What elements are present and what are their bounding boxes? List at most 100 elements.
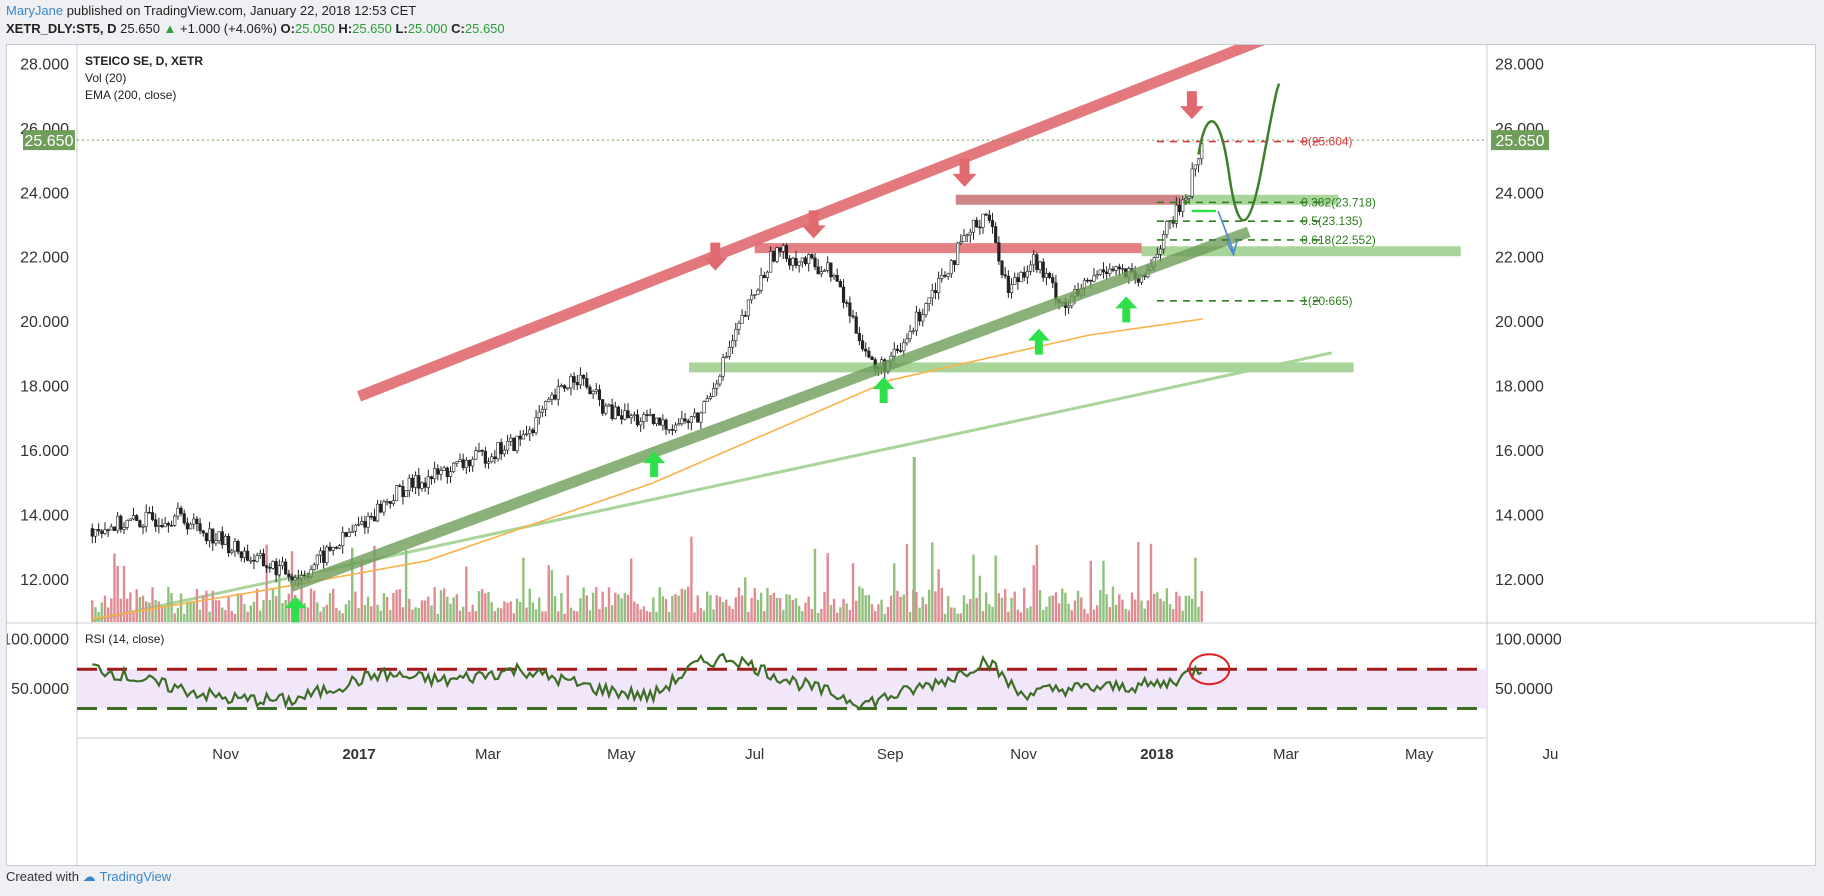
candle-body xyxy=(521,434,525,440)
volume-bar xyxy=(373,545,376,622)
candle-body xyxy=(217,531,221,541)
candle-body xyxy=(1028,264,1033,272)
candle-body xyxy=(642,414,646,422)
candle-body xyxy=(290,576,294,581)
volume-bar xyxy=(284,599,287,622)
author-link[interactable]: MaryJane xyxy=(6,3,64,18)
candle-body xyxy=(892,348,896,357)
up-arrow-icon xyxy=(872,377,895,404)
price-chart[interactable]: 12.000 12.000 14.000 14.000 16.000 16.000 18.0… xyxy=(7,45,1817,867)
candle-body xyxy=(623,410,627,420)
candle-body xyxy=(670,428,674,431)
volume-bar xyxy=(493,611,497,622)
candle-body xyxy=(414,475,418,488)
candle-body xyxy=(908,331,912,340)
volume-bar xyxy=(851,563,855,622)
candle-body xyxy=(1158,248,1163,255)
volume-bar xyxy=(363,605,367,622)
candle-body xyxy=(990,220,995,227)
volume-bar xyxy=(658,587,661,622)
candle-body xyxy=(125,520,129,528)
high-label: H: xyxy=(338,21,353,36)
up-arrow-icon xyxy=(1027,328,1050,355)
candle-body xyxy=(223,536,228,545)
candle-body xyxy=(946,273,950,277)
candle-body xyxy=(106,529,110,532)
volume-bar xyxy=(839,607,842,622)
volume-bar xyxy=(221,607,224,622)
volume-bar xyxy=(1038,590,1042,622)
volume-bar xyxy=(208,611,211,622)
rsi-band xyxy=(77,669,1487,709)
volume-bar xyxy=(1054,592,1058,622)
candle-body xyxy=(382,501,386,513)
volume-bar xyxy=(192,600,195,622)
volume-bar xyxy=(160,607,164,622)
volume-bar xyxy=(1092,609,1096,622)
volume-bar xyxy=(474,611,478,622)
volume-bar xyxy=(351,547,354,622)
volume-bar xyxy=(183,613,186,622)
candle-body xyxy=(496,442,500,460)
candle-body xyxy=(575,382,579,386)
candle-body xyxy=(477,450,481,452)
candle-body xyxy=(410,477,415,488)
volume-bar xyxy=(214,600,218,622)
volume-bar xyxy=(747,612,750,622)
price-tick-label-right: 20.000 xyxy=(1495,314,1544,331)
rsi-tick-label-right: 100.0000 xyxy=(1495,632,1562,649)
price-tick-label-right: 18.000 xyxy=(1495,379,1544,396)
tradingview-link[interactable]: TradingView xyxy=(99,869,172,884)
volume-bar xyxy=(116,565,119,622)
candle-body xyxy=(800,257,804,263)
volume-bar xyxy=(262,600,265,622)
candle-body xyxy=(822,270,827,272)
volume-bar xyxy=(810,609,814,622)
volume-bar xyxy=(515,598,519,622)
volume-bar xyxy=(309,588,313,622)
volume-bar xyxy=(1010,597,1013,622)
volume-bar xyxy=(328,593,332,622)
chart-frame[interactable]: 12.000 12.000 14.000 14.000 16.000 16.000 18.0… xyxy=(6,44,1817,867)
candle-body xyxy=(236,541,240,553)
candle-body xyxy=(154,519,158,527)
volume-bar xyxy=(816,613,820,622)
candle-body xyxy=(182,513,186,524)
fib-level-label: 0.618(22.552) xyxy=(1301,233,1376,247)
volume-bar xyxy=(1175,591,1178,622)
candle-body xyxy=(734,328,738,342)
volume-bar xyxy=(303,603,306,622)
volume-bar xyxy=(835,612,839,622)
volume-bar xyxy=(189,601,192,622)
volume-bar xyxy=(557,611,560,622)
volume-bar xyxy=(896,590,899,622)
volume-bar xyxy=(366,596,370,622)
volume-bar xyxy=(943,613,947,622)
volume-bar xyxy=(534,609,538,622)
candle-body xyxy=(1000,260,1004,276)
low-label: L: xyxy=(395,21,408,36)
volume-bar xyxy=(417,607,420,622)
volume-bar xyxy=(731,608,734,622)
volume-bar xyxy=(861,588,864,622)
candle-body xyxy=(864,348,868,352)
candle-body xyxy=(562,385,567,389)
price-tick-label-left: 18.000 xyxy=(20,379,69,396)
volume-bar xyxy=(1121,599,1124,622)
candle-body xyxy=(195,518,199,524)
volume-bar xyxy=(778,598,782,622)
time-tick-label: Ju xyxy=(1542,746,1558,763)
candle-body xyxy=(572,376,576,383)
candle-body xyxy=(860,340,865,350)
candle-body xyxy=(334,546,338,549)
volume-bar xyxy=(379,610,382,622)
candle-body xyxy=(493,456,497,460)
candle-body xyxy=(1086,279,1090,282)
volume-bar xyxy=(138,597,142,622)
volume-bar xyxy=(712,609,715,622)
open-value: 25.050 xyxy=(294,21,335,36)
time-tick-label: May xyxy=(607,746,636,763)
footer: Created with ☁ TradingView xyxy=(6,869,171,885)
candle-body xyxy=(173,515,177,526)
volume-bar xyxy=(97,611,100,622)
